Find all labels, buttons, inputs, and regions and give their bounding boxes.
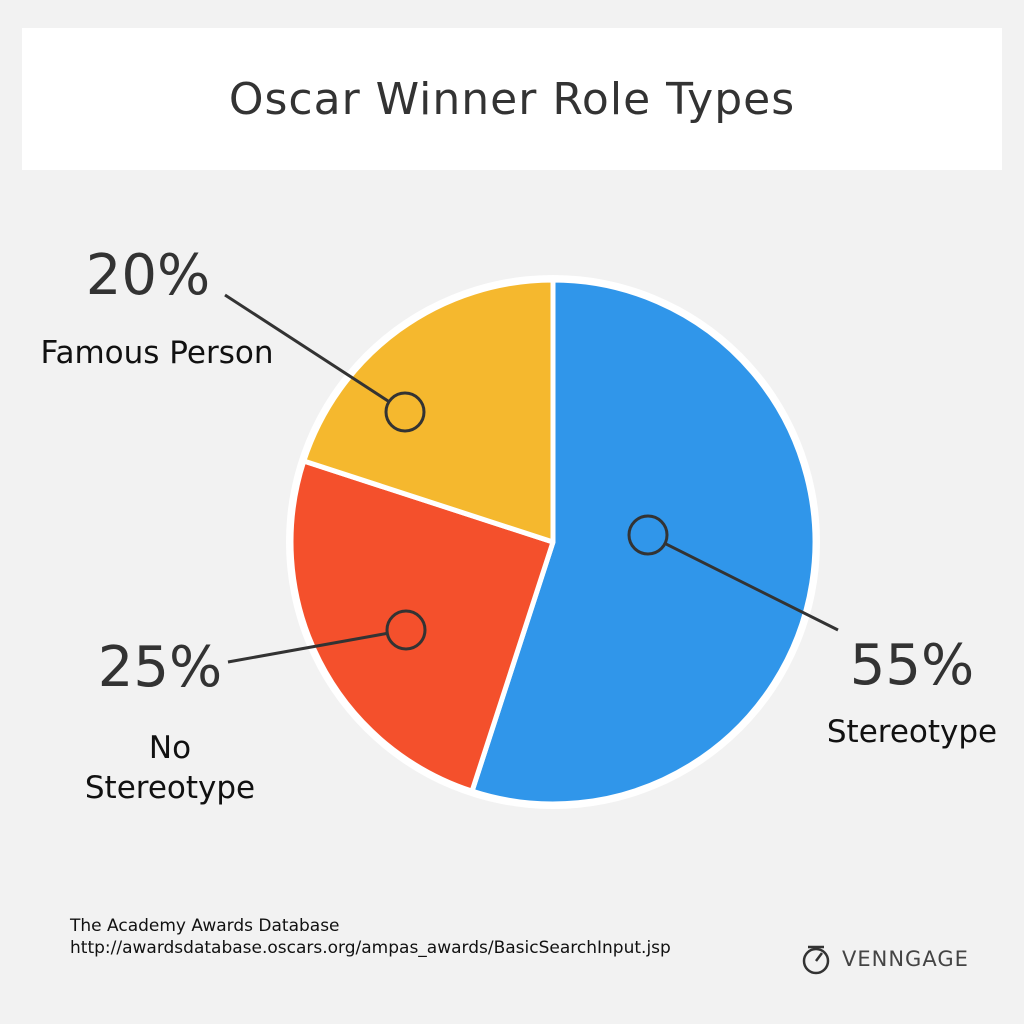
leader-marker — [384, 391, 426, 433]
leader-line — [224, 293, 390, 403]
chart-title: Oscar Winner Role Types — [228, 73, 796, 125]
leader-line — [227, 632, 387, 664]
value-label: 25% — [97, 635, 223, 700]
brand-logo — [802, 947, 830, 975]
category-label: Stereotype — [826, 714, 998, 750]
pie-slice — [301, 277, 556, 545]
leader-marker — [385, 609, 427, 651]
title-box: Oscar Winner Role Types — [22, 28, 1002, 170]
brand-logo-hand — [815, 952, 823, 962]
leader-line — [665, 542, 839, 632]
brand: VENNGAGE — [842, 947, 969, 971]
pie-slice — [288, 458, 556, 794]
value-label: 20% — [85, 243, 211, 308]
pie-slice — [469, 277, 818, 807]
value-label: 55% — [849, 633, 975, 698]
source: The Academy Awards Database — [70, 916, 340, 936]
category-label: Famous Person — [40, 335, 274, 371]
source-note: The Academy Awards Database http://award… — [70, 915, 671, 959]
leader-marker — [627, 514, 669, 556]
source-url: http://awardsdatabase.oscars.org/ampas_a… — [70, 938, 671, 959]
category-label: No Stereotype — [84, 730, 256, 807]
